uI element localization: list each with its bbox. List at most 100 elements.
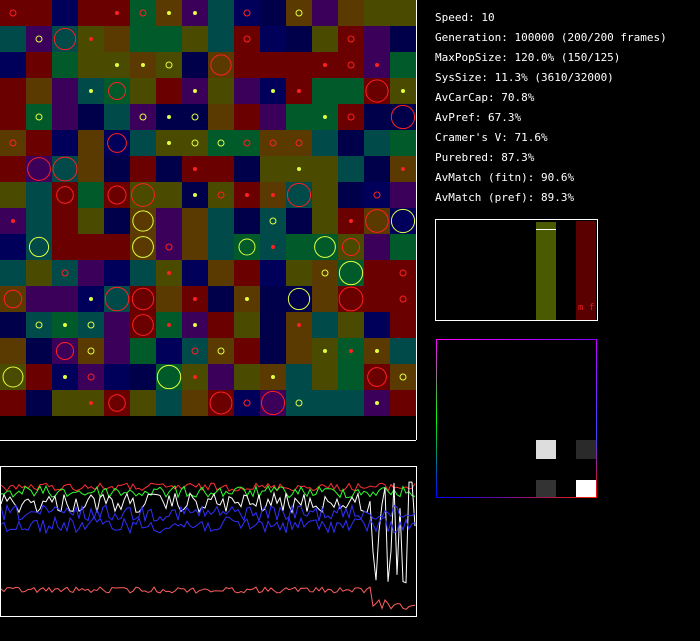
cell [0, 312, 26, 338]
cell [364, 104, 390, 130]
bar-panel: m f [435, 219, 598, 321]
stats-panel: Speed: 10 Generation: 100000 (200/200 fra… [435, 11, 667, 204]
agent [297, 167, 301, 171]
cell [234, 234, 260, 260]
cell [156, 338, 182, 364]
agent [108, 82, 126, 100]
cell [260, 312, 286, 338]
cell [312, 364, 338, 390]
cell [156, 390, 182, 416]
cell [182, 104, 208, 130]
cell [312, 78, 338, 104]
matrix-border [436, 339, 437, 498]
cell [52, 208, 78, 234]
agent [401, 89, 405, 93]
agent [271, 89, 275, 93]
cell [156, 182, 182, 208]
cell [156, 208, 182, 234]
cell [52, 104, 78, 130]
cell [130, 286, 156, 312]
cell [260, 286, 286, 312]
cell [52, 156, 78, 182]
agent [115, 63, 119, 67]
cell [208, 234, 234, 260]
cell [208, 208, 234, 234]
cell [104, 312, 130, 338]
cell [78, 312, 104, 338]
cell [130, 260, 156, 286]
plot-frame [0, 466, 417, 617]
cell [364, 234, 390, 260]
plot-line [0, 482, 416, 492]
cell [234, 260, 260, 286]
cell [390, 104, 416, 130]
cell [234, 130, 260, 156]
agent [399, 269, 407, 277]
cell [130, 390, 156, 416]
bar [536, 222, 556, 320]
agent [167, 115, 171, 119]
agent [347, 61, 355, 69]
agent [61, 269, 69, 277]
cell [130, 130, 156, 156]
plot-line [0, 503, 416, 523]
agent [9, 9, 17, 17]
cell [26, 130, 52, 156]
agent [271, 245, 275, 249]
cell [260, 104, 286, 130]
agent [191, 113, 199, 121]
cell [286, 260, 312, 286]
cell [364, 364, 390, 390]
cell [338, 78, 364, 104]
cell [208, 78, 234, 104]
agent [193, 11, 197, 15]
agent [399, 373, 407, 381]
agent [165, 61, 173, 69]
cell [26, 52, 52, 78]
cell [52, 130, 78, 156]
agent [243, 399, 251, 407]
cell [78, 52, 104, 78]
cell [208, 156, 234, 182]
agent [87, 373, 95, 381]
cell [390, 234, 416, 260]
cell [130, 312, 156, 338]
cell [0, 130, 26, 156]
cell [208, 0, 234, 26]
agent [295, 399, 303, 407]
agent [323, 349, 327, 353]
cell [208, 130, 234, 156]
agent [349, 219, 353, 223]
agent [193, 167, 197, 171]
cell [78, 0, 104, 26]
cell [312, 0, 338, 26]
cell [234, 338, 260, 364]
cell [182, 390, 208, 416]
cell [104, 390, 130, 416]
cell [364, 78, 390, 104]
agent [63, 323, 67, 327]
cell [364, 286, 390, 312]
agent [141, 63, 145, 67]
agent [167, 141, 171, 145]
cell [338, 104, 364, 130]
matrix-border [596, 339, 597, 498]
cell [312, 390, 338, 416]
cell [390, 260, 416, 286]
cell [0, 338, 26, 364]
cell [52, 286, 78, 312]
stat-line: AvCarCap: 70.8% [435, 91, 535, 104]
cell [26, 0, 52, 26]
cell [234, 52, 260, 78]
cell [312, 156, 338, 182]
agent [243, 139, 251, 147]
cell [0, 104, 26, 130]
cell [260, 130, 286, 156]
match-matrix [436, 339, 597, 498]
cell [130, 104, 156, 130]
cell [26, 208, 52, 234]
agent [341, 237, 361, 257]
cell [208, 338, 234, 364]
agent [295, 9, 303, 17]
cell [78, 208, 104, 234]
